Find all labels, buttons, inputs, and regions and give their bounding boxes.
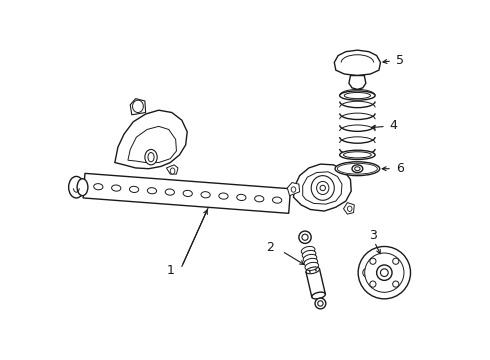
Polygon shape [294, 164, 351, 211]
Ellipse shape [335, 162, 380, 176]
Ellipse shape [355, 167, 360, 171]
Ellipse shape [237, 194, 246, 201]
Text: 1: 1 [166, 264, 174, 277]
Ellipse shape [340, 150, 375, 159]
Ellipse shape [165, 189, 174, 195]
Ellipse shape [359, 264, 376, 281]
Polygon shape [115, 110, 187, 169]
Ellipse shape [183, 190, 193, 197]
Ellipse shape [315, 298, 326, 309]
Text: 5: 5 [396, 54, 404, 67]
Ellipse shape [148, 153, 154, 162]
Ellipse shape [77, 179, 88, 195]
Ellipse shape [358, 247, 411, 299]
Ellipse shape [352, 165, 363, 172]
Ellipse shape [377, 265, 392, 280]
Text: 4: 4 [390, 119, 397, 132]
Text: 6: 6 [396, 162, 404, 175]
Ellipse shape [145, 149, 157, 165]
Polygon shape [83, 174, 291, 213]
Ellipse shape [392, 281, 399, 287]
Ellipse shape [337, 163, 377, 174]
Ellipse shape [302, 251, 316, 258]
Ellipse shape [311, 176, 334, 200]
Ellipse shape [272, 197, 282, 203]
Ellipse shape [301, 246, 315, 255]
Polygon shape [167, 165, 178, 174]
Ellipse shape [381, 269, 388, 276]
Ellipse shape [392, 258, 399, 264]
Ellipse shape [344, 93, 370, 99]
Ellipse shape [318, 301, 323, 306]
Polygon shape [130, 99, 146, 115]
Ellipse shape [343, 152, 371, 158]
Ellipse shape [129, 186, 139, 193]
Ellipse shape [304, 258, 318, 266]
Ellipse shape [291, 187, 296, 192]
Text: 2: 2 [267, 241, 274, 254]
Ellipse shape [112, 185, 121, 191]
Ellipse shape [255, 196, 264, 202]
Ellipse shape [94, 184, 103, 190]
Ellipse shape [219, 193, 228, 199]
Ellipse shape [147, 188, 157, 194]
Polygon shape [343, 203, 354, 214]
Ellipse shape [370, 258, 376, 264]
Ellipse shape [201, 192, 210, 198]
Polygon shape [128, 126, 176, 163]
Ellipse shape [340, 91, 375, 100]
Ellipse shape [317, 181, 329, 194]
Ellipse shape [69, 176, 84, 198]
Polygon shape [303, 172, 342, 204]
Ellipse shape [370, 281, 376, 287]
Ellipse shape [363, 268, 372, 277]
Polygon shape [349, 76, 366, 89]
Ellipse shape [347, 206, 352, 211]
Ellipse shape [320, 185, 325, 191]
Text: 3: 3 [369, 229, 377, 242]
Ellipse shape [299, 231, 311, 243]
Ellipse shape [171, 168, 175, 174]
Polygon shape [334, 50, 381, 76]
Ellipse shape [303, 255, 317, 262]
Ellipse shape [305, 262, 318, 270]
Ellipse shape [302, 234, 308, 240]
Ellipse shape [365, 253, 404, 292]
Polygon shape [287, 183, 300, 195]
